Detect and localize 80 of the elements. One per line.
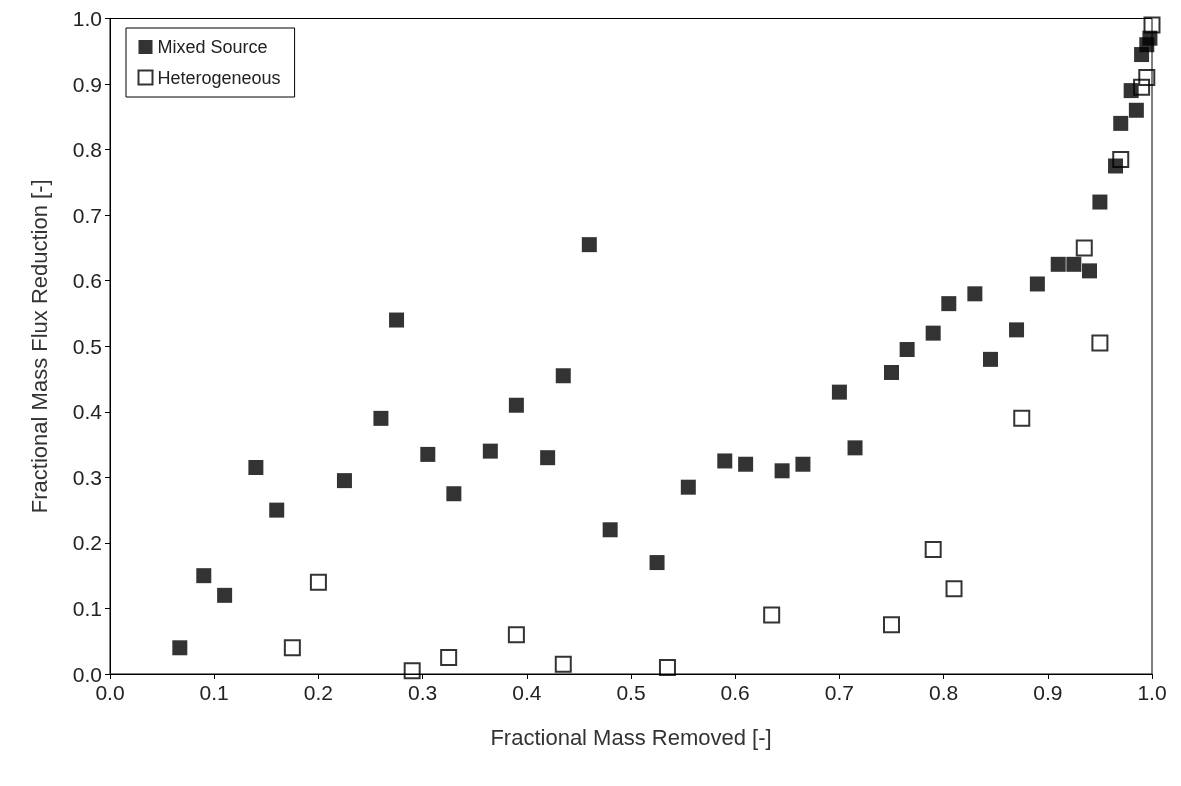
point xyxy=(283,639,301,657)
y-tick-label: 0.5 xyxy=(72,334,102,358)
point xyxy=(1050,256,1066,272)
x-tick-label: 0.7 xyxy=(824,681,854,704)
legend-label: Heterogeneous xyxy=(157,67,281,88)
x-tick-label: 0.2 xyxy=(303,681,333,704)
point xyxy=(555,368,571,384)
point xyxy=(1029,276,1045,292)
point xyxy=(508,397,524,413)
point xyxy=(1128,102,1144,118)
point xyxy=(1138,69,1156,86)
x-tick-label: 0.4 xyxy=(512,681,542,704)
x-tick-label: 0.5 xyxy=(616,681,646,704)
point xyxy=(883,616,900,634)
point xyxy=(1075,239,1093,257)
x-tick-label: 1.0 xyxy=(1137,681,1167,704)
point xyxy=(373,410,389,426)
point xyxy=(420,446,436,462)
y-tick-label: 0.4 xyxy=(72,400,103,424)
point xyxy=(336,473,352,489)
point xyxy=(717,453,733,469)
point xyxy=(847,440,863,456)
point xyxy=(945,580,963,598)
y-tick-label: 0.2 xyxy=(72,531,102,555)
point xyxy=(1081,263,1097,279)
point xyxy=(196,568,212,584)
point xyxy=(941,296,957,312)
y-tick-label: 0.3 xyxy=(72,465,102,489)
point xyxy=(248,460,264,476)
point xyxy=(924,540,942,558)
point xyxy=(540,450,556,466)
y-tick-label: 0.7 xyxy=(72,203,102,227)
point xyxy=(967,286,983,302)
point xyxy=(795,456,811,472)
point xyxy=(899,342,915,358)
point xyxy=(581,237,597,253)
x-tick-label: 0.9 xyxy=(1033,681,1063,704)
y-tick-label: 0.1 xyxy=(72,596,102,620)
point xyxy=(1133,78,1151,96)
point xyxy=(884,364,899,380)
y-tick-label: 1.0 xyxy=(72,7,102,30)
legend-label: Mixed Source xyxy=(157,37,268,57)
point xyxy=(309,573,327,591)
point xyxy=(554,655,572,673)
point xyxy=(680,479,696,495)
x-tick-label: 0.8 xyxy=(929,681,959,704)
point xyxy=(649,555,665,571)
y-tick-label: 0.8 xyxy=(72,138,102,162)
point xyxy=(1066,256,1082,272)
point xyxy=(507,626,525,644)
point xyxy=(831,384,847,400)
point xyxy=(1092,194,1108,210)
x-axis-title: Fractional Mass Removed [-] xyxy=(490,724,772,750)
point xyxy=(482,443,498,459)
x-tick-label: 0.6 xyxy=(720,681,750,704)
y-tick-label: 0.9 xyxy=(72,72,102,96)
point xyxy=(982,351,998,367)
point xyxy=(602,522,618,538)
point xyxy=(1009,322,1025,338)
point xyxy=(217,587,233,603)
point xyxy=(1013,409,1031,427)
point xyxy=(172,640,188,656)
y-axis-title: Fractional Mass Flux Reduction [-] xyxy=(26,179,52,514)
point xyxy=(269,502,285,518)
point xyxy=(1112,150,1130,168)
point xyxy=(738,456,754,472)
x-tick-label: 0.1 xyxy=(199,681,229,704)
x-tick-label: 0.3 xyxy=(408,681,438,704)
point xyxy=(1143,16,1161,34)
point xyxy=(1113,115,1129,131)
point xyxy=(403,662,421,680)
point xyxy=(658,658,676,676)
point xyxy=(389,312,405,328)
point xyxy=(446,486,462,502)
y-tick-label: 0.6 xyxy=(72,269,102,293)
point xyxy=(1091,334,1109,352)
point xyxy=(925,325,941,341)
point xyxy=(763,606,781,624)
point xyxy=(774,463,790,479)
point xyxy=(440,649,458,667)
